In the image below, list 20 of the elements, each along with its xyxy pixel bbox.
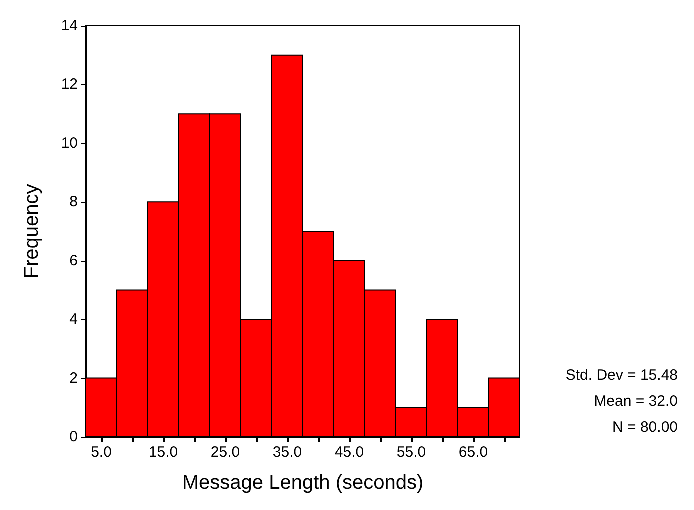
y-tick-label: 2 bbox=[70, 370, 78, 387]
x-tick-label: 45.0 bbox=[334, 444, 364, 461]
y-tick-label: 12 bbox=[61, 76, 78, 94]
y-tick-label: 10 bbox=[61, 134, 78, 152]
y-tick-label: 14 bbox=[61, 18, 78, 34]
y-tick-label: 8 bbox=[70, 194, 78, 211]
text: Std. Dev = 15.48 bbox=[566, 367, 678, 384]
x-axis-title: Message Length (seconds) bbox=[182, 472, 424, 494]
y-tick-label: 0 bbox=[70, 428, 78, 446]
y-tick-label: 6 bbox=[70, 252, 78, 270]
x-tick-label: 5.0 bbox=[91, 444, 112, 461]
text: N = 80.00 bbox=[612, 419, 678, 436]
x-tick-label: 65.0 bbox=[458, 444, 488, 461]
x-tick-label: 25.0 bbox=[210, 444, 240, 461]
y-axis-title: Frequency bbox=[21, 184, 43, 279]
x-tick-label: 55.0 bbox=[396, 444, 426, 461]
text: Mean = 32.0 bbox=[594, 393, 678, 410]
y-tick-label: 4 bbox=[70, 311, 78, 328]
x-tick-label: 15.0 bbox=[148, 444, 178, 461]
x-tick-label: 35.0 bbox=[272, 444, 302, 461]
